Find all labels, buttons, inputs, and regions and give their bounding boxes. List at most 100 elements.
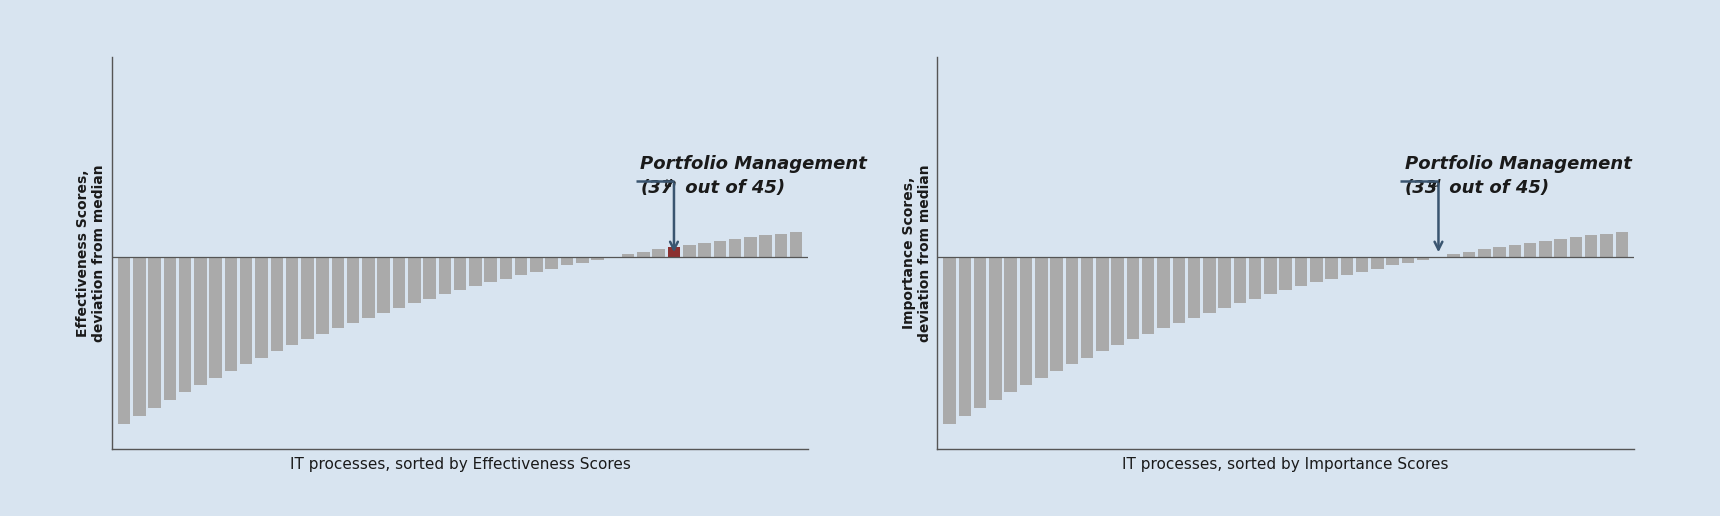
Bar <box>255 257 268 358</box>
Bar <box>1142 257 1154 334</box>
Bar <box>667 247 679 257</box>
Bar <box>392 257 406 308</box>
Bar <box>1508 245 1520 257</box>
Bar <box>423 257 435 299</box>
Bar <box>1035 257 1047 378</box>
Bar <box>1202 257 1216 313</box>
Bar <box>1295 257 1307 286</box>
Bar <box>1615 232 1629 257</box>
Bar <box>1402 257 1414 263</box>
Y-axis label: Importance Scores,
deviation from median: Importance Scores, deviation from median <box>901 164 932 342</box>
Bar <box>347 257 359 322</box>
Bar <box>301 257 313 340</box>
Bar <box>729 239 741 257</box>
Bar <box>485 257 497 282</box>
Text: Portfolio Management: Portfolio Management <box>1405 155 1632 173</box>
Bar <box>745 237 757 257</box>
Bar <box>958 257 972 416</box>
Bar <box>545 257 557 269</box>
Bar <box>1158 257 1170 328</box>
Bar <box>454 257 466 290</box>
Text: (33: (33 <box>1405 179 1438 197</box>
Bar <box>1477 250 1491 257</box>
Bar <box>1355 257 1369 272</box>
Bar <box>225 257 237 371</box>
Bar <box>270 257 284 351</box>
Bar <box>501 257 513 279</box>
Bar <box>1264 257 1276 294</box>
Bar <box>1096 257 1109 351</box>
Bar <box>1249 257 1261 299</box>
Bar <box>1189 257 1201 317</box>
Bar <box>1417 257 1429 260</box>
Bar <box>1111 257 1123 345</box>
Bar <box>1173 257 1185 322</box>
Bar <box>592 257 604 260</box>
Bar <box>1004 257 1017 392</box>
Bar <box>1326 257 1338 279</box>
Bar <box>316 257 329 334</box>
Bar <box>683 245 695 257</box>
Bar <box>1555 239 1567 257</box>
Bar <box>561 257 573 266</box>
Bar <box>1448 254 1460 257</box>
Bar <box>1462 252 1476 257</box>
Bar <box>241 257 253 364</box>
Bar <box>1066 257 1078 364</box>
Bar <box>623 254 635 257</box>
Bar <box>1280 257 1292 290</box>
Bar <box>132 257 146 416</box>
X-axis label: IT processes, sorted by Importance Scores: IT processes, sorted by Importance Score… <box>1123 457 1448 472</box>
Bar <box>1311 257 1323 282</box>
Bar <box>117 257 131 424</box>
Bar <box>1386 257 1398 266</box>
Bar <box>408 257 420 303</box>
Text: th: th <box>664 179 676 189</box>
Bar <box>530 257 544 272</box>
Text: out of 45): out of 45) <box>679 179 784 197</box>
Bar <box>1051 257 1063 371</box>
Bar <box>576 257 588 263</box>
Text: Portfolio Management: Portfolio Management <box>640 155 867 173</box>
Text: (37: (37 <box>640 179 674 197</box>
Bar <box>698 243 710 257</box>
Bar <box>470 257 482 286</box>
Bar <box>789 232 803 257</box>
Bar <box>439 257 451 294</box>
Bar <box>332 257 344 328</box>
Bar <box>286 257 298 345</box>
Bar <box>1127 257 1139 340</box>
Bar <box>179 257 191 392</box>
Bar <box>636 252 650 257</box>
Bar <box>194 257 206 385</box>
Bar <box>774 234 788 257</box>
Bar <box>1570 237 1582 257</box>
Bar <box>514 257 528 275</box>
Text: out of 45): out of 45) <box>1443 179 1550 197</box>
Bar <box>1020 257 1032 385</box>
X-axis label: IT processes, sorted by Effectiveness Scores: IT processes, sorted by Effectiveness Sc… <box>289 457 631 472</box>
Bar <box>148 257 162 408</box>
Bar <box>989 257 1001 400</box>
Bar <box>1233 257 1245 303</box>
Bar <box>1493 247 1505 257</box>
Bar <box>1340 257 1354 275</box>
Bar <box>1584 235 1598 257</box>
Bar <box>1371 257 1383 269</box>
Bar <box>1080 257 1094 358</box>
Bar <box>163 257 175 400</box>
Bar <box>943 257 956 424</box>
Bar <box>1539 241 1551 257</box>
Bar <box>1600 234 1613 257</box>
Bar <box>714 241 726 257</box>
Bar <box>974 257 987 408</box>
Bar <box>652 250 666 257</box>
Y-axis label: Effectiveness Scores,
deviation from median: Effectiveness Scores, deviation from med… <box>76 164 107 342</box>
Bar <box>363 257 375 317</box>
Bar <box>1524 243 1536 257</box>
Bar <box>1218 257 1232 308</box>
Bar <box>210 257 222 378</box>
Bar <box>377 257 390 313</box>
Text: rd: rd <box>1428 179 1441 189</box>
Bar <box>759 235 772 257</box>
